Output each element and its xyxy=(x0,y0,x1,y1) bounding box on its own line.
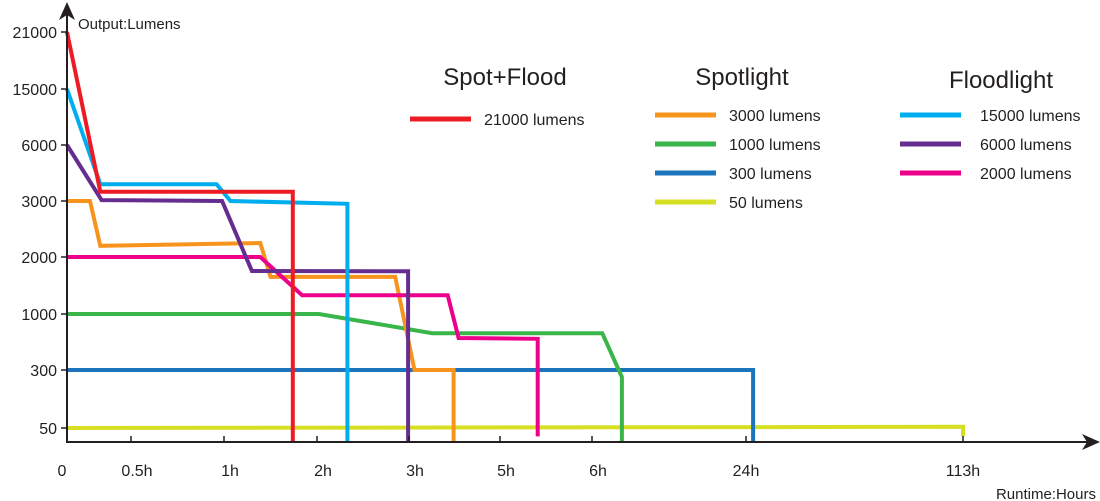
legend-group-title: Floodlight xyxy=(949,67,1053,94)
y-tick-label: 300 xyxy=(30,363,57,380)
y-tick-label: 3000 xyxy=(21,194,57,211)
x-tick-label: 1h xyxy=(221,463,239,480)
y-tick-label: 2000 xyxy=(21,250,57,267)
series-line-15000-lumens xyxy=(65,88,350,442)
legend-label: 50 lumens xyxy=(729,195,803,212)
x-tick-label: 5h xyxy=(497,463,515,480)
y-tick-label: 1000 xyxy=(21,307,57,324)
x-tick-label: 6h xyxy=(589,463,607,480)
y-tick-label: 50 xyxy=(39,421,57,438)
y-axis-title: Output:Lumens xyxy=(78,16,181,33)
y-axis-arrow-icon xyxy=(59,2,75,20)
ticks: 0 0.5h 1h 2h 3h 5h 6h 24h 113h 50 300 1000 2000 3000 6… xyxy=(13,25,981,480)
x-axis-arrow-icon xyxy=(1082,434,1100,450)
legend-label: 300 lumens xyxy=(729,166,812,183)
x-tick-label: 113h xyxy=(946,463,980,480)
legend-label: 1000 lumens xyxy=(729,137,821,154)
series-line-3000-lumens xyxy=(67,199,456,442)
legend-label: 6000 lumens xyxy=(980,137,1072,154)
x-axis-title: Runtime:Hours xyxy=(996,486,1096,501)
x-tick-label: 2h xyxy=(314,463,332,480)
legend-label: 2000 lumens xyxy=(980,166,1072,183)
x-tick-label: 0.5h xyxy=(121,463,152,480)
series-line-2000-lumens xyxy=(67,255,540,437)
y-tick-label: 21000 xyxy=(13,25,58,42)
series-line-21000-lumens xyxy=(65,31,295,442)
x-tick-label: 0 xyxy=(58,463,67,480)
legend-group-title: Spot+Flood xyxy=(443,64,566,91)
series-line-50-lumens xyxy=(66,424,965,437)
series-line-6000-lumens xyxy=(65,143,411,442)
x-tick-label: 24h xyxy=(733,463,760,480)
x-tick-label: 3h xyxy=(406,463,424,480)
series-line-1000-lumens xyxy=(67,312,624,442)
legend-label: 3000 lumens xyxy=(729,108,821,125)
y-tick-label: 6000 xyxy=(21,138,57,155)
legend-label: 21000 lumens xyxy=(484,112,585,129)
legend: Spot+Flood 21000 lumens Spotlight 3000 lume… xyxy=(410,64,1081,212)
series-line-300-lumens xyxy=(67,368,756,442)
legend-group-title: Spotlight xyxy=(695,64,789,91)
legend-label: 15000 lumens xyxy=(980,108,1081,125)
y-tick-label: 15000 xyxy=(13,82,58,99)
series-layer xyxy=(65,31,965,442)
